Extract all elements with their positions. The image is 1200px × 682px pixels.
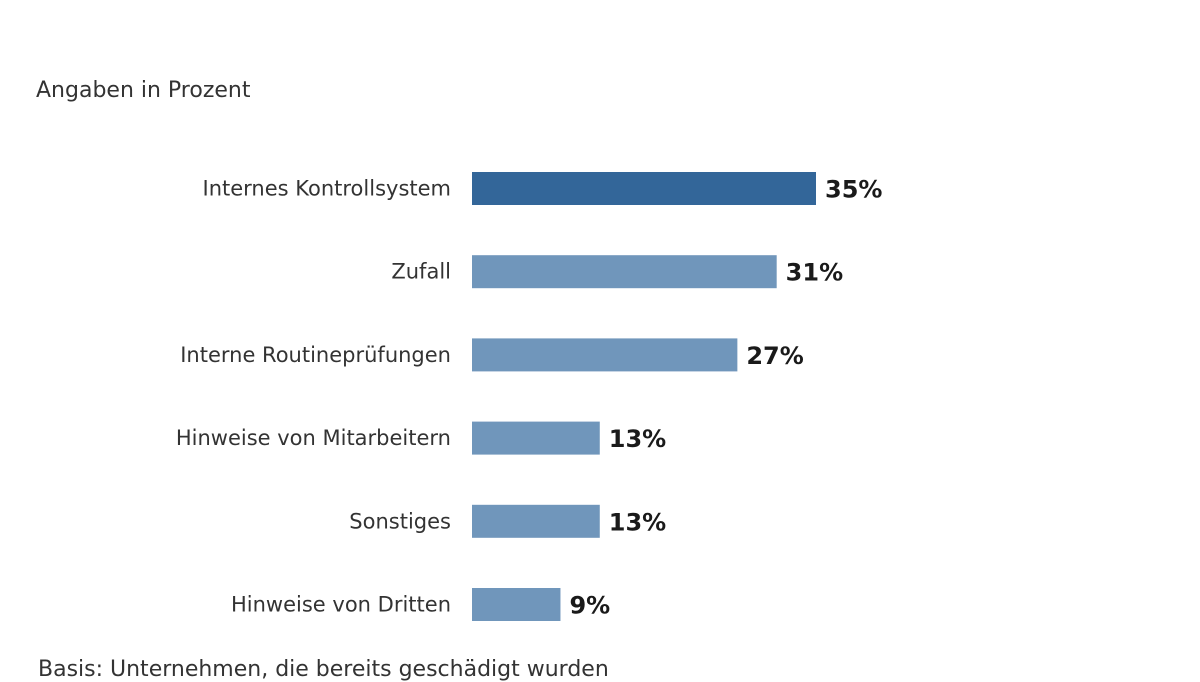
bar — [472, 504, 600, 538]
chart-subtitle: Angaben in Prozent — [36, 78, 251, 103]
category-label: Hinweise von Mitarbeitern — [176, 426, 451, 450]
category-label: Internes Kontrollsystem — [203, 177, 452, 201]
data-label: 31% — [786, 259, 843, 287]
data-label: 35% — [825, 176, 882, 204]
chart-footnote: Basis: Unternehmen, die bereits geschädi… — [38, 657, 609, 682]
category-label: Hinweise von Dritten — [231, 593, 451, 617]
bar — [472, 588, 561, 621]
category-label: Interne Routineprüfungen — [180, 343, 451, 367]
data-label: 9% — [569, 592, 610, 620]
data-label: 13% — [609, 425, 666, 453]
data-label: 27% — [746, 342, 803, 370]
bar — [472, 172, 816, 205]
data-label: 13% — [609, 508, 666, 536]
bar — [472, 421, 600, 455]
bar — [472, 255, 777, 289]
category-label: Sonstiges — [349, 509, 451, 533]
category-label: Zufall — [391, 260, 451, 284]
bar — [472, 338, 738, 372]
